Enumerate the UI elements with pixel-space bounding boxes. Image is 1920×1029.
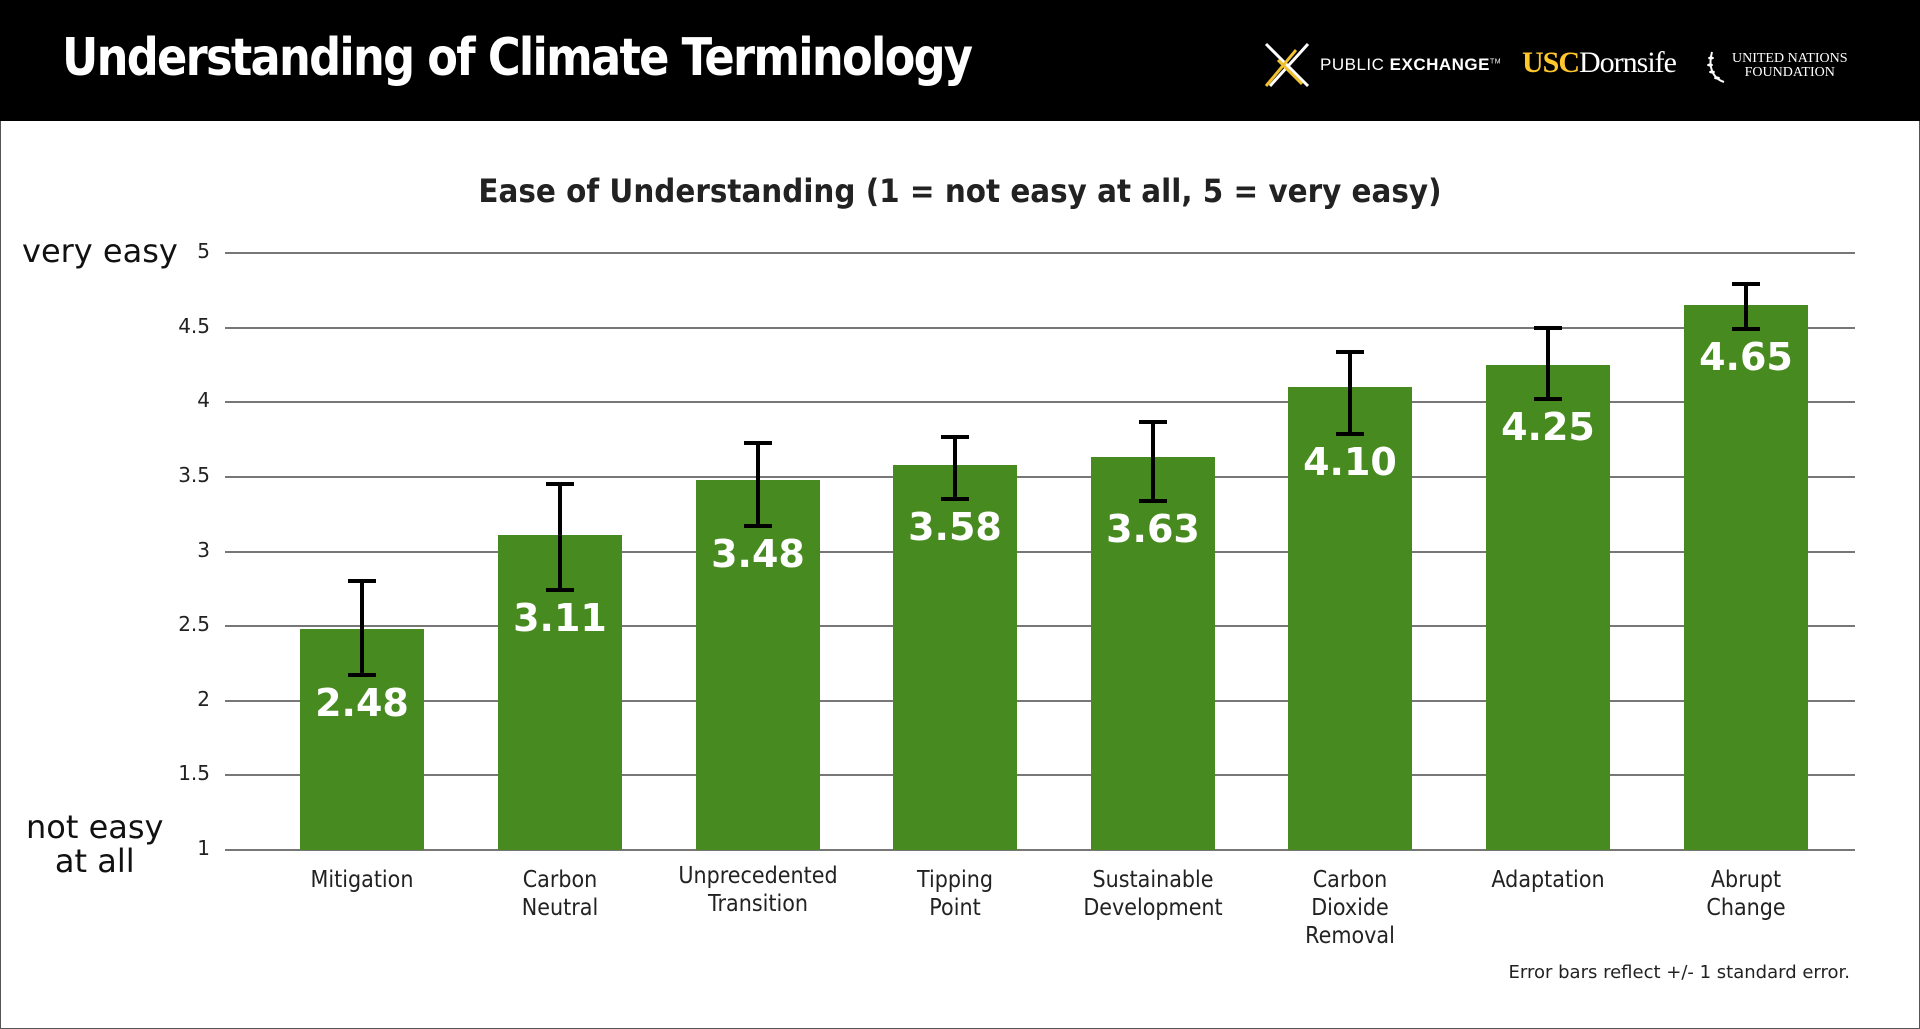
bar: 3.58 (893, 464, 1017, 850)
gridline (225, 774, 1855, 777)
gridline (225, 550, 1855, 553)
gridline (225, 699, 1855, 702)
bar: 3.63 (1091, 457, 1215, 850)
x-category-label: Adaptation (1491, 867, 1605, 893)
bar: 3.48 (696, 479, 820, 850)
error-bar-cap (1732, 282, 1760, 287)
x-category-label: Carbon Neutral (521, 867, 599, 921)
bar-value-label: 4.25 (1501, 405, 1595, 450)
x-category-label: Tipping Point (916, 867, 994, 921)
error-bar (1151, 421, 1155, 501)
bar-value-label: 2.48 (315, 681, 409, 726)
y-tick-label: 3 (197, 537, 210, 562)
bar-value-label: 3.11 (513, 596, 607, 641)
y-axis-bottom-annotation: not easy at all (26, 808, 164, 880)
chart-title: Ease of Understanding (1 = not easy at a… (478, 172, 1442, 210)
gridline (225, 625, 1855, 628)
public-exchange-wordmark: PUBLIC EXCHANGETM (1320, 55, 1502, 74)
bar-value-label: 3.58 (908, 505, 1002, 550)
bar-value-label: 3.63 (1106, 506, 1200, 551)
error-bar-footnote: Error bars reflect +/- 1 standard error. (1508, 962, 1850, 983)
laurel-icon (1707, 51, 1725, 83)
gridline (225, 401, 1855, 404)
error-bar-cap (1336, 431, 1364, 436)
public-exchange-x-icon (1264, 42, 1310, 88)
gridline (225, 475, 1855, 478)
un-foundation-logo: UNITED NATIONS FOUNDATION (1706, 48, 1848, 84)
bar: 4.25 (1486, 364, 1610, 850)
error-bar-cap (546, 588, 574, 593)
x-category-label: Carbon Dioxide Removal (1305, 867, 1395, 949)
error-bar (360, 581, 364, 676)
public-exchange-logo: PUBLIC EXCHANGETM (1262, 40, 1501, 90)
header-bar: Understanding of Climate Terminology PUB… (0, 0, 1920, 121)
error-bar (1348, 351, 1352, 434)
bar-value-label: 4.10 (1303, 439, 1397, 484)
y-tick-label: 1.5 (178, 761, 210, 786)
y-tick-label: 5 (197, 239, 210, 263)
error-bar-cap (1534, 397, 1562, 402)
error-bar-cap (1139, 419, 1167, 424)
error-bar-cap (348, 579, 376, 584)
error-bar-cap (941, 434, 969, 439)
error-bar (953, 436, 957, 500)
error-bar-cap (1139, 498, 1167, 503)
x-category-label: Unprecedented Transition (678, 863, 838, 917)
y-tick-label: 4 (197, 388, 210, 413)
y-tick-label: 1 (197, 836, 210, 860)
error-bar-cap (1336, 349, 1364, 354)
page-title: Understanding of Climate Terminology (62, 28, 973, 88)
error-bar (558, 484, 562, 591)
y-tick-label: 3.5 (178, 462, 210, 487)
bar: 4.65 (1684, 305, 1808, 850)
error-bar (1546, 327, 1550, 400)
error-bar-cap (744, 440, 772, 445)
error-bar (1744, 284, 1748, 330)
gridline (225, 326, 1855, 329)
error-bar-cap (744, 524, 772, 529)
y-axis-top-annotation: very easy (22, 232, 178, 270)
bar-value-label: 4.65 (1699, 335, 1793, 380)
gridline (225, 252, 1855, 254)
bar-value-label: 3.48 (711, 532, 805, 577)
bar: 2.48 (300, 629, 424, 850)
bar: 4.10 (1288, 387, 1412, 850)
usc-dornsife-logo: USCDornsife (1522, 46, 1677, 79)
y-tick-label: 2.5 (178, 612, 210, 637)
x-category-label: Abrupt Change (1706, 867, 1786, 921)
error-bar-cap (941, 497, 969, 502)
gridline (225, 849, 1855, 851)
error-bar (756, 442, 760, 527)
plot-area: 1 1.5 2 2.5 3 3.5 4 4.5 5 2.48 3.11 3.48 3.58 3.63 4.1… (178, 239, 1855, 860)
x-category-label: Sustainable Development (1083, 867, 1223, 921)
error-bar-cap (1534, 325, 1562, 330)
error-bar-cap (1732, 327, 1760, 332)
y-tick-label: 4.5 (178, 313, 210, 338)
y-tick-label: 2 (197, 686, 210, 711)
x-category-label: Mitigation (310, 867, 414, 893)
error-bar-cap (546, 482, 574, 487)
error-bar-cap (348, 673, 376, 678)
